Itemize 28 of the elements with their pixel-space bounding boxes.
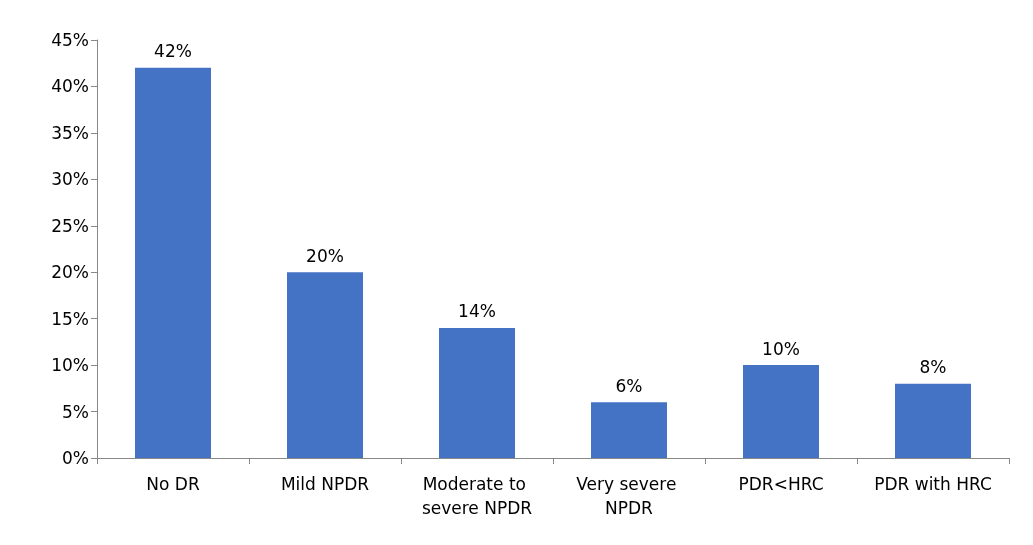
y-tick-label: 25%: [51, 215, 89, 236]
x-tick-label: PDR<HRC: [738, 474, 824, 494]
y-tick-label: 20%: [51, 262, 89, 283]
data-label: 8%: [919, 357, 947, 378]
bar: [135, 67, 211, 458]
bar: [287, 272, 363, 458]
x-tick-label: Very severe NPDR: [576, 474, 682, 518]
data-label: 20%: [306, 245, 344, 266]
y-tick-label: 35%: [51, 122, 89, 143]
y-tick-label: 45%: [51, 30, 89, 50]
x-tick-label: PDR with HRC: [874, 474, 992, 494]
bar: [439, 327, 515, 458]
y-tick-label: 15%: [51, 308, 89, 329]
data-label: 14%: [458, 301, 496, 322]
data-label: 6%: [615, 375, 643, 396]
x-tick-label: Mild NPDR: [280, 474, 370, 494]
x-tick-label: No DR: [146, 474, 200, 494]
x-tick-label: Moderate to severe NPDR: [421, 474, 533, 518]
y-tick-label: 30%: [51, 169, 89, 190]
bar: [591, 402, 667, 458]
bar: [895, 383, 971, 458]
y-tick-label: 0%: [62, 448, 89, 468]
data-label: 42%: [154, 41, 192, 62]
y-tick-label: 40%: [51, 76, 89, 97]
y-tick-label: 5%: [62, 401, 89, 422]
y-tick-label: 10%: [51, 355, 89, 376]
data-label: 10%: [762, 338, 800, 359]
bar: [743, 365, 819, 458]
